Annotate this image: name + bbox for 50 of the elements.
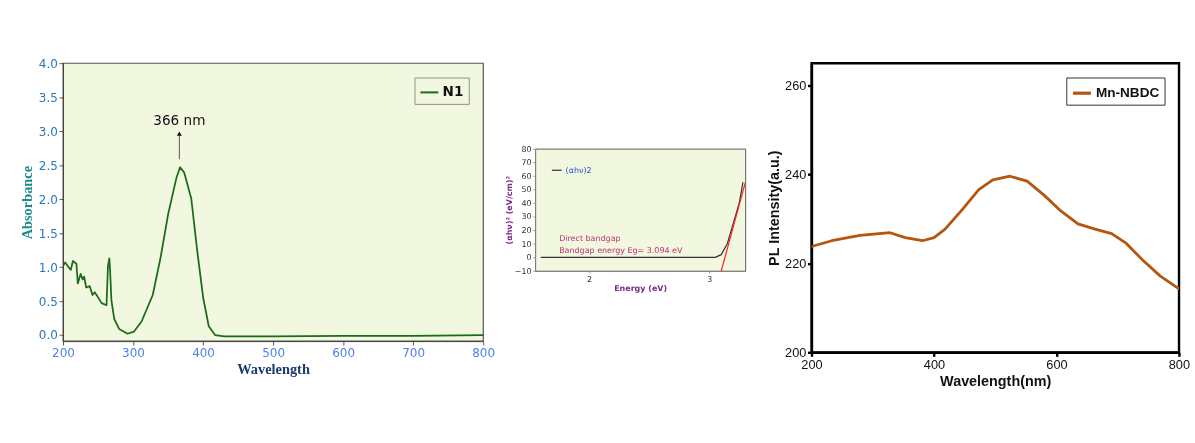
line-series <box>540 182 744 258</box>
x-tick-label: 400 <box>192 345 215 360</box>
y-tick-label: 40 <box>521 198 532 208</box>
x-tick-label: 2 <box>587 274 593 284</box>
x-axis-title: Wavelength(nm) <box>940 372 1052 389</box>
y-tick-label: 0.0 <box>38 328 58 343</box>
legend-label: Mn-NBDC <box>1095 85 1160 101</box>
y-tick-label: 10 <box>521 239 532 249</box>
y-tick-label: 0 <box>526 253 532 263</box>
y-tick-label: 3.5 <box>38 90 58 105</box>
y-tick-label: 50 <box>521 185 532 195</box>
annotation: Direct bandgap <box>559 233 621 243</box>
y-tick-label: 260 <box>785 77 807 93</box>
x-tick-label: 800 <box>472 345 496 360</box>
y-tick-label: 20 <box>521 225 532 235</box>
x-tick-label: 300 <box>122 345 145 360</box>
x-tick-label: 600 <box>1046 356 1068 372</box>
line-series <box>63 166 484 338</box>
y-tick-label: 2.0 <box>38 192 58 207</box>
x-axis-title: Energy (eV) <box>614 284 668 294</box>
y-axis-title: (αhν)² (eV/cm)² <box>504 175 514 245</box>
legend-label: N1 <box>442 83 464 100</box>
x-tick-label: 500 <box>262 345 286 360</box>
x-tick-label: 3 <box>707 274 713 284</box>
y-tick-label: 1.5 <box>38 226 58 241</box>
x-axis-title: Wavelength <box>237 360 310 377</box>
y-tick-label: 220 <box>785 255 807 271</box>
y-tick-label: 60 <box>521 171 532 181</box>
y-tick-label: 240 <box>785 166 807 182</box>
y-axis-title: PL Intensity(a.u.) <box>765 150 782 266</box>
x-tick-label: 600 <box>332 345 356 360</box>
x-tick-label: 200 <box>52 345 75 360</box>
y-tick-label: 0.5 <box>38 294 58 309</box>
annotation: Bandgap energy Eg= 3.094 eV <box>559 246 683 256</box>
y-tick-label: 70 <box>521 158 532 168</box>
y-tick-label: 30 <box>521 212 532 222</box>
x-tick-label: 200 <box>801 356 823 372</box>
legend-label: (αhν)2 <box>565 165 592 175</box>
annotation: 366 nm <box>153 111 206 128</box>
y-axis-title: Absorbance <box>19 165 36 240</box>
x-tick-label: 400 <box>923 356 946 372</box>
y-tick-label: 80 <box>521 144 532 154</box>
x-tick-label: 700 <box>402 345 426 360</box>
y-tick-label: 4.0 <box>38 56 58 71</box>
y-tick-label: 3.0 <box>38 124 58 139</box>
x-tick-label: 800 <box>1168 356 1191 372</box>
y-tick-label: 2.5 <box>38 158 58 173</box>
line-series <box>811 174 1180 291</box>
y-tick-label: −10 <box>514 266 532 276</box>
y-tick-label: 1.0 <box>38 260 58 275</box>
